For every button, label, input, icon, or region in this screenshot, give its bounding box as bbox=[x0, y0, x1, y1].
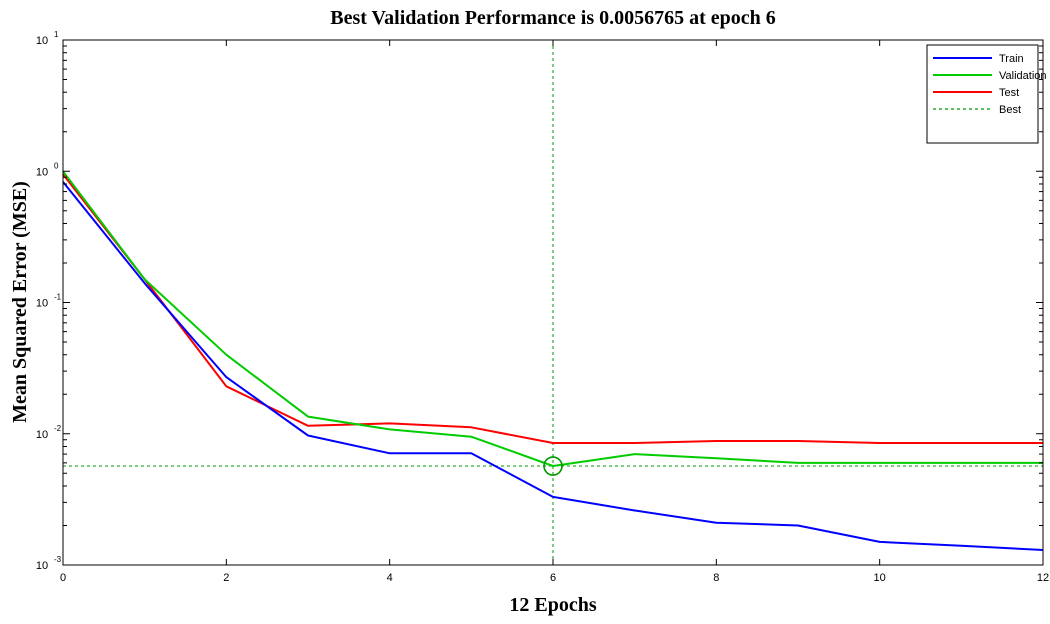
x-tick-label-6: 6 bbox=[550, 572, 556, 584]
y-tick-label-3: 10 bbox=[36, 166, 48, 178]
x-tick-label-12: 12 bbox=[1037, 572, 1049, 584]
best-marker bbox=[543, 456, 563, 476]
plot-area bbox=[63, 40, 1043, 565]
y-tick-label-4: 10 bbox=[36, 35, 48, 47]
plot-frame bbox=[62, 39, 1044, 566]
legend-label-best: Best bbox=[999, 104, 1021, 116]
y-tick-label-1: 10 bbox=[36, 429, 48, 441]
y-tick-exp-1: -2 bbox=[54, 424, 62, 433]
y-tick-label-2: 10 bbox=[36, 298, 48, 310]
legend-items: Train Validation Test Best bbox=[933, 53, 1047, 116]
x-axis-label: 12 Epochs bbox=[509, 594, 596, 616]
legend-label-test: Test bbox=[999, 87, 1019, 99]
x-tick-label-0: 0 bbox=[60, 572, 66, 584]
marks-layer bbox=[62, 40, 1044, 565]
y-tick-exp-2: -1 bbox=[54, 293, 62, 302]
y-tick-exp-0: -3 bbox=[54, 555, 62, 564]
series-line-validation bbox=[62, 170, 1043, 467]
legend-label-train: Train bbox=[999, 53, 1024, 65]
legend-label-validation: Validation bbox=[999, 70, 1047, 82]
x-tick-label-4: 4 bbox=[387, 572, 393, 584]
legend: Train Validation Test Best bbox=[926, 44, 1047, 144]
series-line-train bbox=[62, 181, 1044, 551]
chart-title: Best Validation Performance is 0.0056765… bbox=[330, 7, 776, 29]
x-tick-label-10: 10 bbox=[874, 572, 886, 584]
legend-box bbox=[926, 44, 1039, 144]
y-axis-label: Mean Squared Error (MSE) bbox=[9, 181, 31, 423]
y-tick-exp-4: 1 bbox=[54, 30, 59, 39]
x-tick-label-2: 2 bbox=[223, 572, 229, 584]
series-line-test bbox=[62, 173, 1043, 444]
x-tick-label-8: 8 bbox=[713, 572, 719, 584]
y-tick-exp-3: 0 bbox=[54, 161, 59, 170]
y-tick-label-0: 10 bbox=[36, 560, 48, 572]
